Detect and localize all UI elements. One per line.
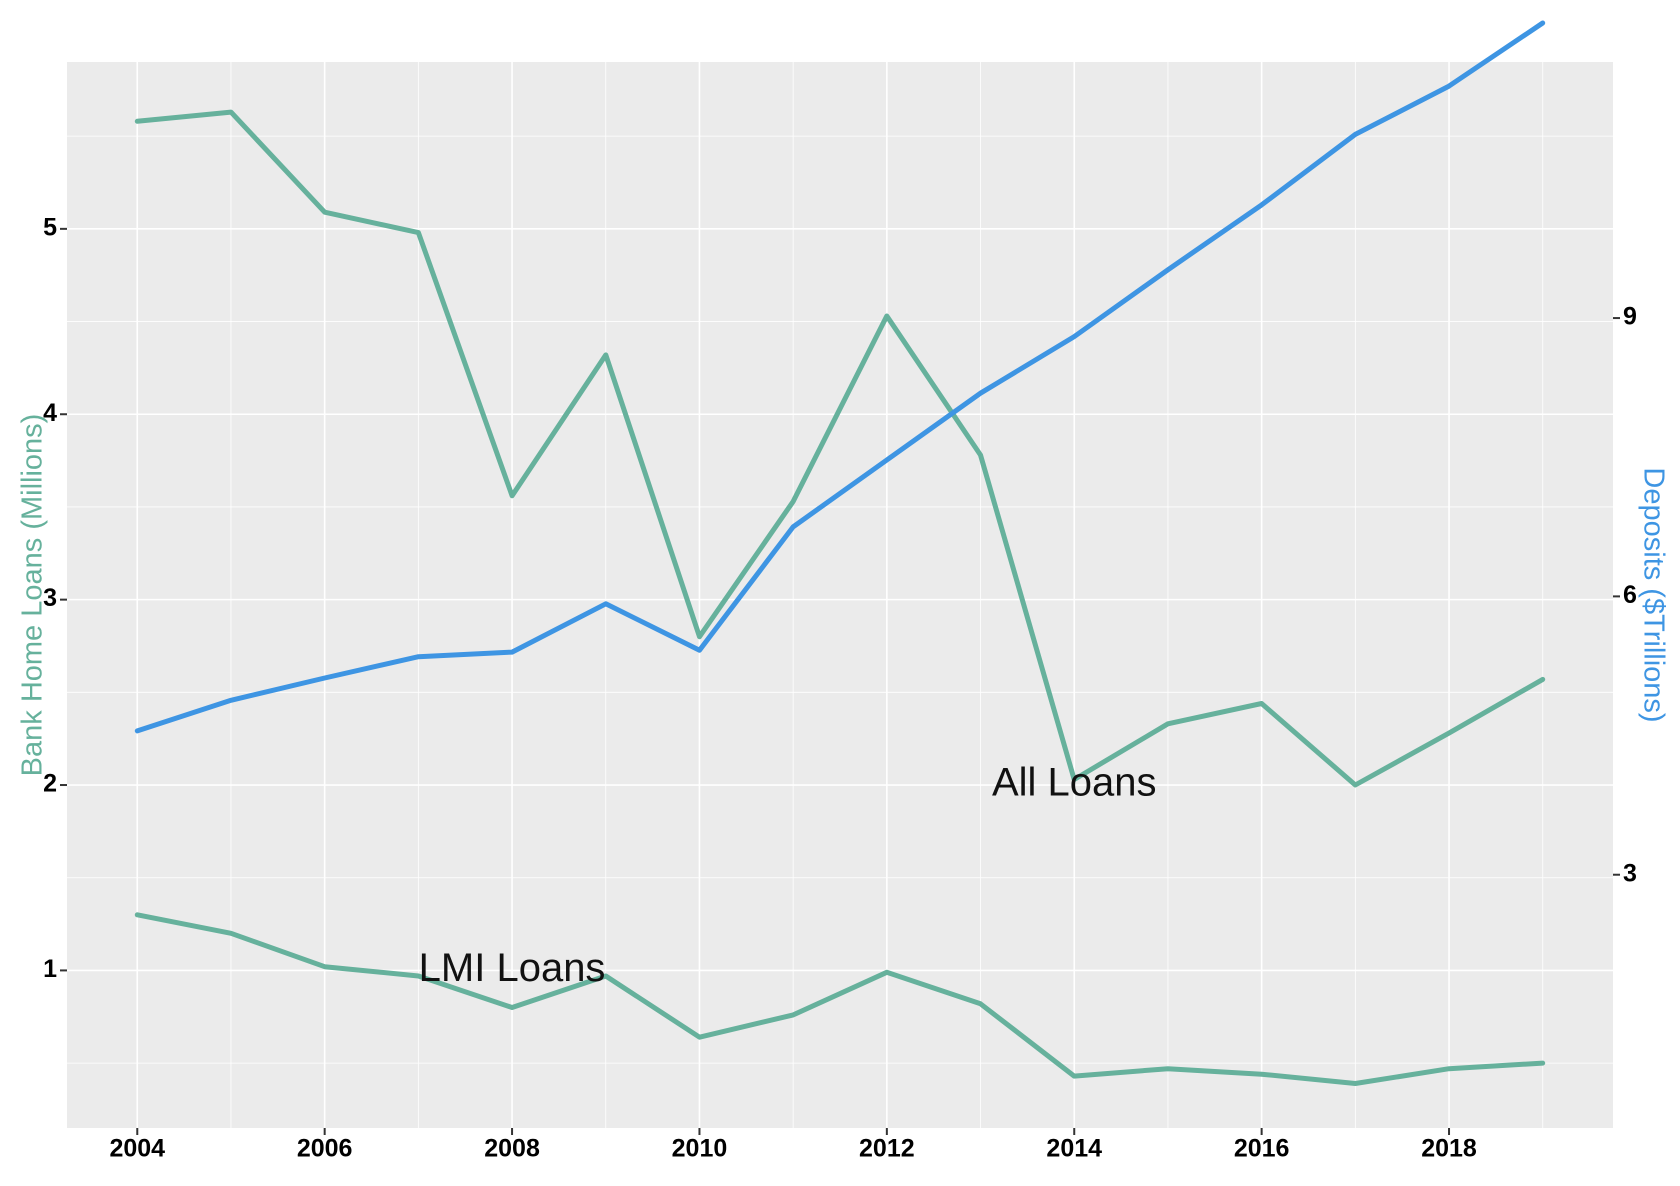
annotations: All Loans LMI Loans bbox=[419, 761, 1157, 990]
plot-panel bbox=[67, 62, 1613, 1128]
right-tick-label: 9 bbox=[1623, 303, 1637, 331]
x-axis: 2004 2006 2008 2010 2012 2014 2016 2018 bbox=[109, 1128, 1477, 1163]
annotation-label: LMI Loans bbox=[419, 946, 606, 990]
y-axis-title-left: Bank Home Loans (Millions) bbox=[17, 414, 49, 777]
left-tick-label: 3 bbox=[43, 584, 57, 612]
left-tick-label: 4 bbox=[43, 399, 57, 427]
series-line-2 bbox=[134, 912, 1546, 1086]
left-tick-label: 2 bbox=[43, 770, 57, 798]
left-tick-label: 1 bbox=[43, 955, 57, 983]
x-tick-label: 2006 bbox=[297, 1135, 353, 1163]
x-tick-label: 2016 bbox=[1234, 1135, 1290, 1163]
series-line-1 bbox=[134, 109, 1546, 788]
annotation-label: All Loans bbox=[992, 761, 1157, 805]
grid bbox=[67, 62, 1613, 1128]
y-axis-title-right: Deposits ($Trillions) bbox=[1637, 467, 1669, 722]
x-tick-label: 2004 bbox=[109, 1135, 165, 1163]
x-tick-label: 2008 bbox=[484, 1135, 540, 1163]
right-tick-label: 3 bbox=[1623, 859, 1637, 887]
x-tick-label: 2018 bbox=[1421, 1135, 1477, 1163]
x-tick-label: 2012 bbox=[859, 1135, 915, 1163]
left-axis: 1 2 3 4 5 bbox=[43, 213, 67, 983]
series-line-3 bbox=[134, 20, 1546, 734]
right-axis: 3 6 9 bbox=[1613, 303, 1637, 887]
series-group bbox=[134, 20, 1546, 1086]
right-tick-label: 6 bbox=[1623, 581, 1637, 609]
left-tick-label: 5 bbox=[43, 213, 57, 241]
x-tick-label: 2014 bbox=[1046, 1135, 1102, 1163]
x-tick-label: 2010 bbox=[672, 1135, 728, 1163]
